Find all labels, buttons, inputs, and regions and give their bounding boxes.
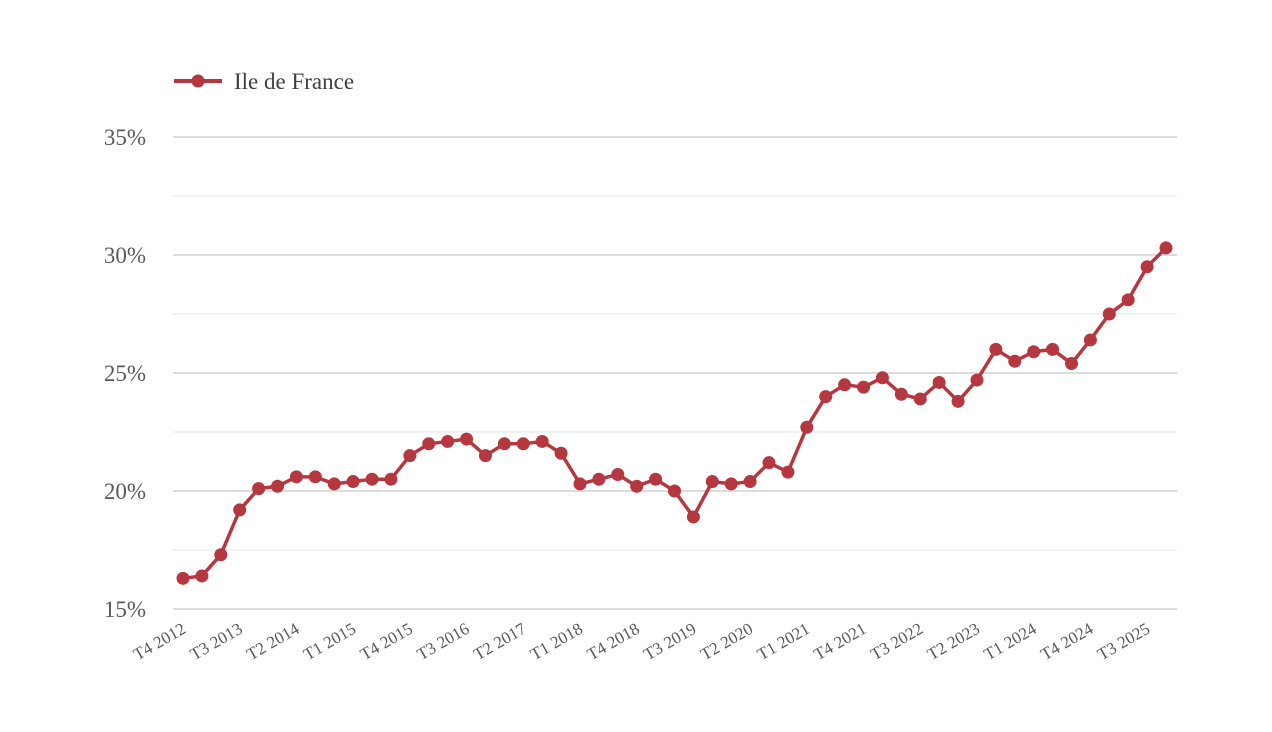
data-point [630, 479, 644, 493]
series-ile-de-france [176, 241, 1173, 585]
data-point [573, 477, 587, 491]
x-tick-label: T4 2021 [811, 619, 870, 664]
x-tick-label: T3 2019 [640, 619, 699, 664]
data-point [1064, 357, 1078, 371]
data-point [1159, 241, 1173, 255]
data-point [1083, 333, 1097, 347]
x-tick-label: T4 2015 [357, 619, 416, 664]
data-point [1027, 345, 1041, 359]
data-point [271, 479, 285, 493]
legend-dot-marker [191, 74, 205, 88]
data-point [970, 373, 984, 387]
x-tick-label: T3 2016 [414, 619, 473, 664]
data-point [384, 472, 398, 486]
y-tick-label: 35% [104, 125, 146, 150]
data-point [346, 475, 360, 489]
data-point [535, 434, 549, 448]
legend: Ile de France [174, 69, 354, 94]
data-point [1046, 342, 1060, 356]
data-point [554, 446, 568, 460]
legend-label: Ile de France [234, 69, 354, 94]
data-point [743, 475, 757, 489]
data-point [686, 510, 700, 524]
data-point [932, 375, 946, 389]
data-point [819, 390, 833, 404]
data-point [762, 456, 776, 470]
y-tick-label: 30% [104, 243, 146, 268]
y-tick-label: 25% [104, 361, 146, 386]
data-point [592, 472, 606, 486]
x-tick-label: T1 2018 [527, 619, 586, 664]
data-point [497, 437, 511, 451]
data-point [611, 467, 625, 481]
series-line [182, 246, 1168, 581]
data-point [1140, 260, 1154, 274]
x-tick-label: T3 2022 [867, 619, 926, 664]
data-point [781, 465, 795, 479]
data-point [403, 449, 417, 463]
data-point [800, 420, 814, 434]
data-point [668, 484, 681, 498]
x-tick-label: T2 2023 [924, 619, 983, 664]
y-axis-ticks: 15% 20% 25% 30% 35% [104, 125, 146, 622]
data-point [252, 482, 266, 496]
x-tick-label: T3 2025 [1094, 619, 1153, 664]
x-tick-label: T2 2017 [470, 619, 529, 664]
data-point [460, 432, 474, 446]
data-point [724, 477, 738, 491]
x-tick-label: T4 2024 [1037, 619, 1096, 664]
data-point [951, 394, 965, 408]
x-tick-label: T1 2024 [981, 619, 1040, 664]
x-tick-label: T1 2021 [754, 619, 813, 664]
y-tick-label: 15% [104, 597, 146, 622]
data-point [838, 378, 852, 392]
x-tick-label: T1 2015 [300, 619, 359, 664]
data-point [894, 387, 908, 401]
y-tick-label: 20% [104, 479, 146, 504]
data-point [1102, 307, 1116, 321]
data-point [705, 475, 719, 489]
data-point [875, 371, 889, 385]
data-point [649, 472, 663, 486]
data-point [989, 342, 1003, 356]
x-tick-label: T3 2013 [187, 619, 246, 664]
data-point [478, 449, 492, 463]
data-point [195, 569, 209, 583]
data-point [1121, 293, 1135, 307]
x-tick-label: T4 2018 [584, 619, 643, 664]
data-point [857, 380, 871, 394]
x-tick-label: T4 2012 [130, 619, 189, 664]
data-point [327, 477, 341, 491]
data-point [365, 472, 379, 486]
gridlines [173, 136, 1177, 610]
data-point [176, 571, 190, 585]
data-point [1008, 354, 1022, 368]
data-point [422, 437, 436, 451]
data-point [214, 548, 228, 562]
x-tick-label: T2 2014 [243, 619, 302, 664]
data-point [289, 470, 303, 484]
data-point [233, 503, 247, 517]
x-tick-label: T2 2020 [697, 619, 756, 664]
data-point [441, 434, 455, 448]
data-point [516, 437, 530, 451]
data-point [308, 470, 322, 484]
data-point [913, 392, 927, 406]
